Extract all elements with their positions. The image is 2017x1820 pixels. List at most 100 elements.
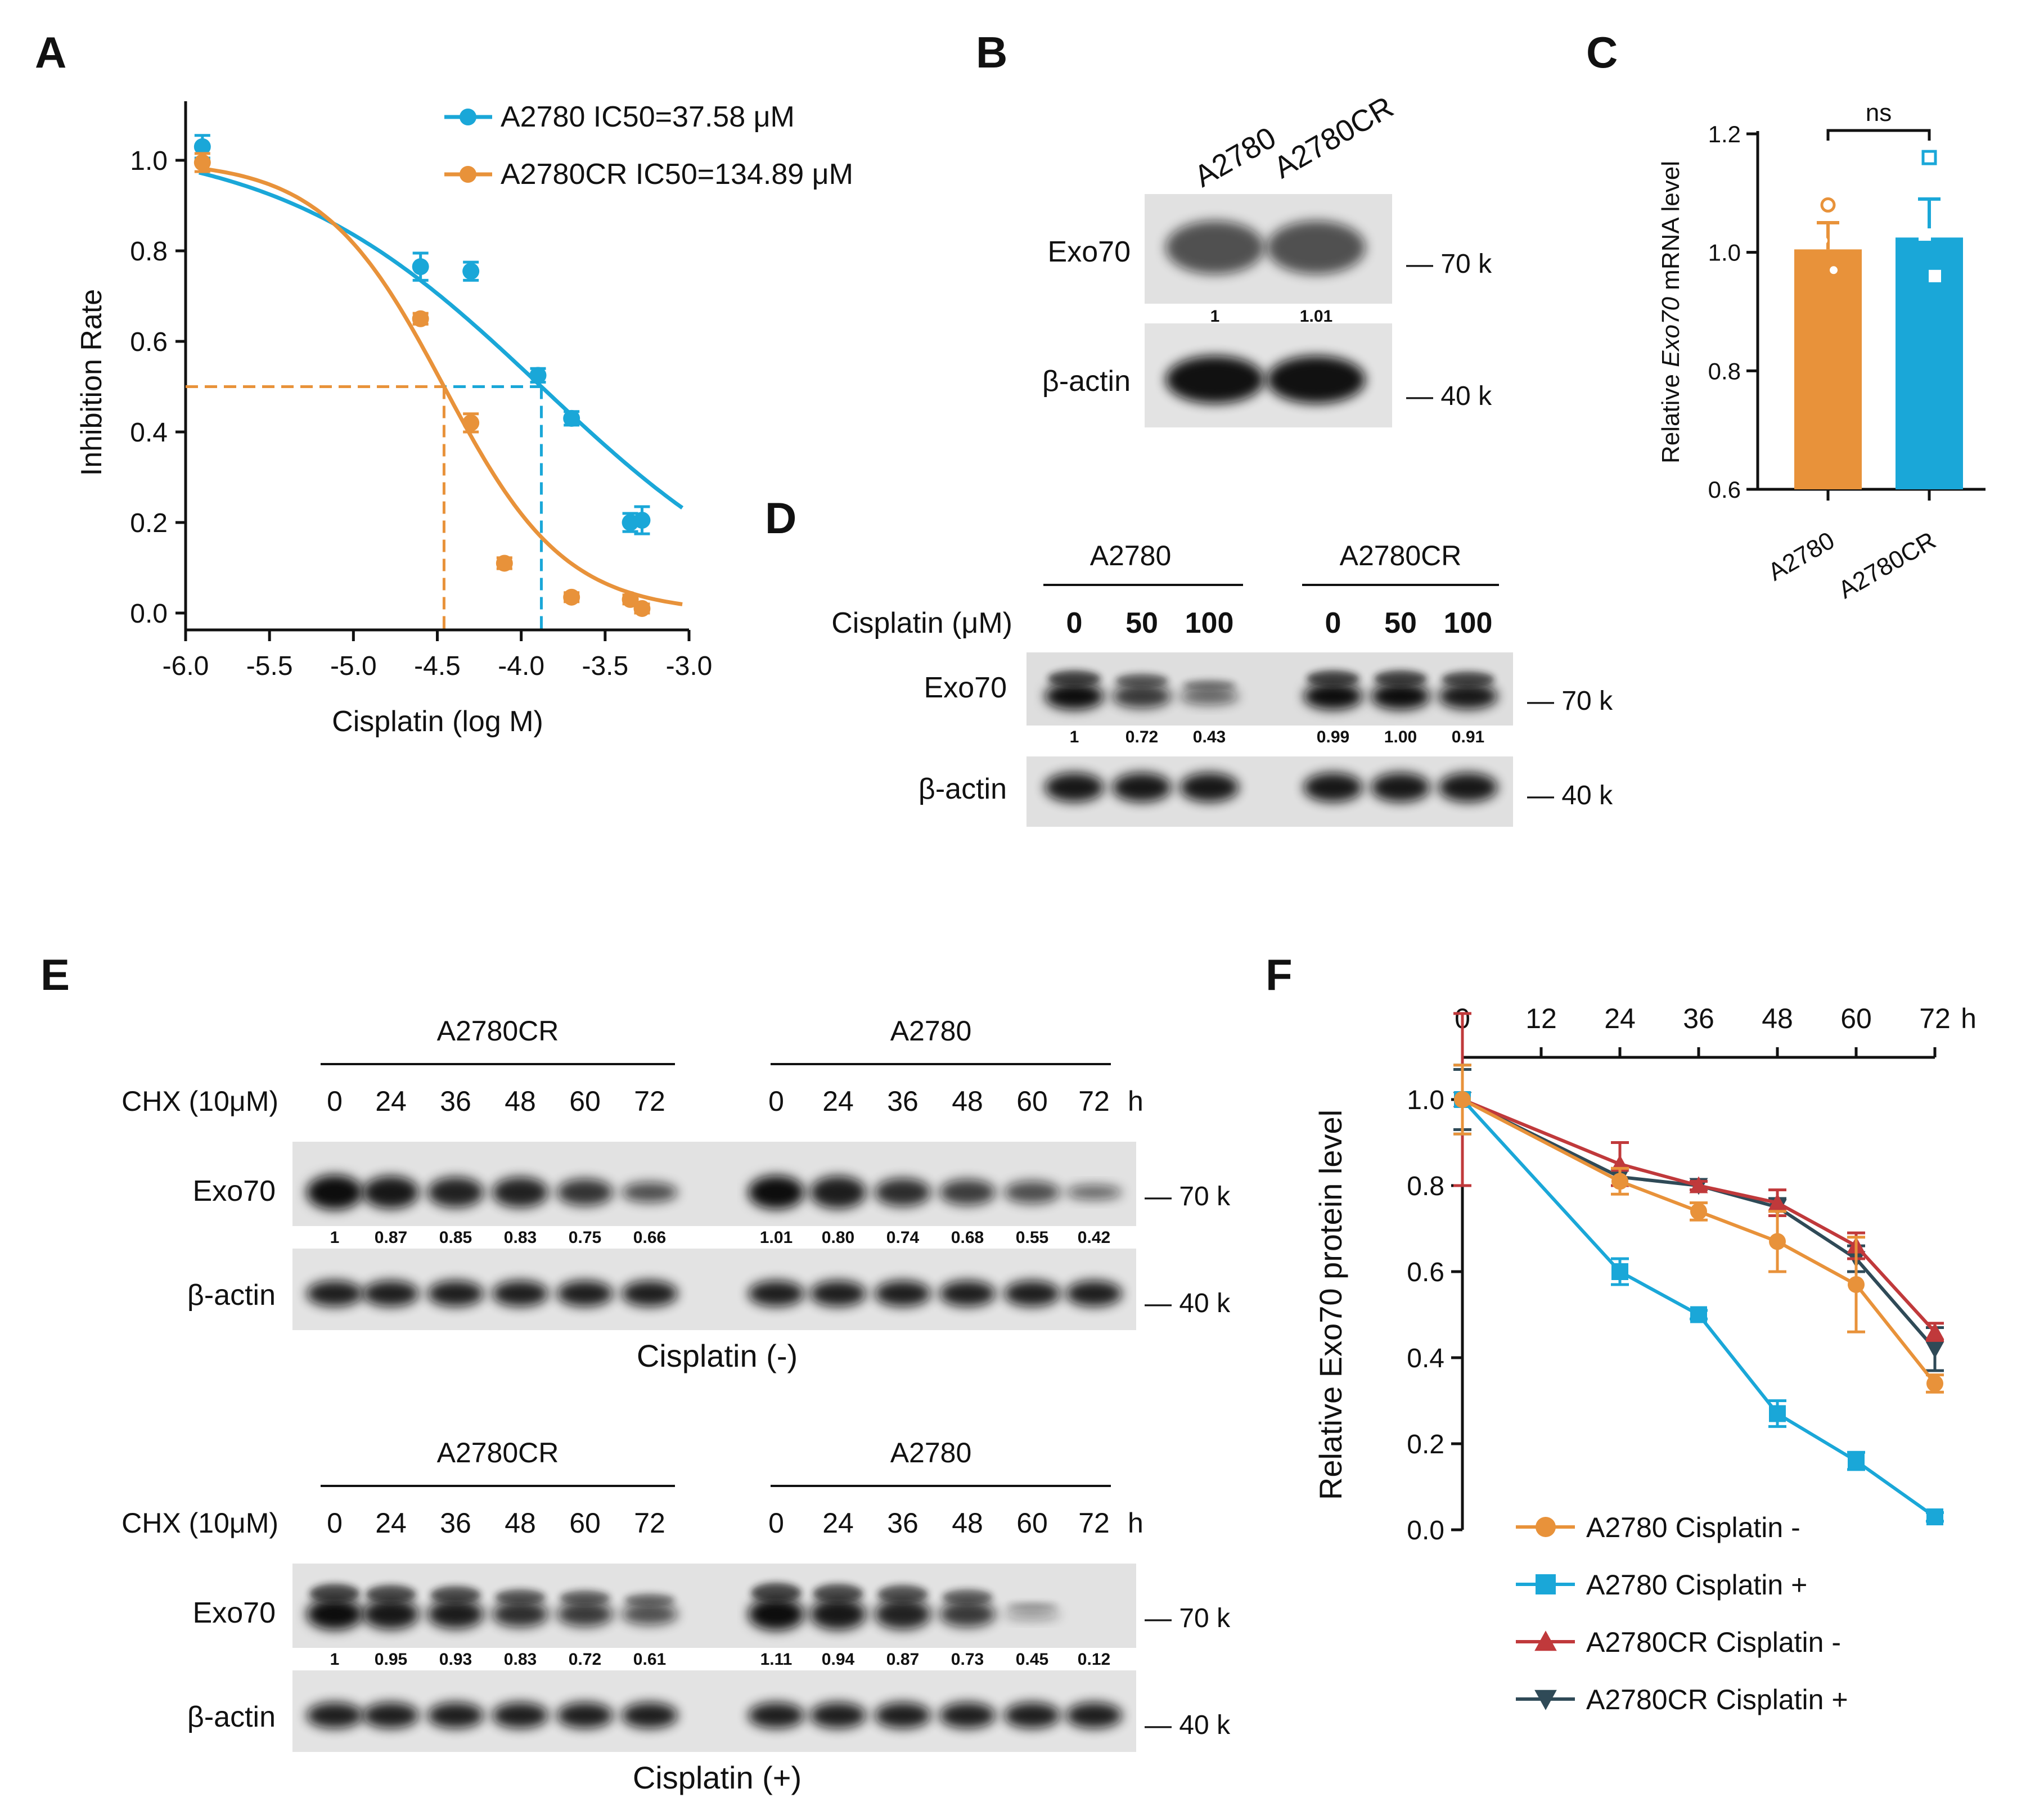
band-exo70-upper (877, 1585, 928, 1604)
band-quant: 0.43 (1193, 728, 1226, 746)
time-label: 0 (768, 1507, 784, 1539)
band-actin (939, 1702, 996, 1728)
band-actin (492, 1702, 548, 1728)
panel-a-dose-response-chart: 0.0 0.2 0.4 0.6 0.8 1.0 -6.0 -5.5 -5.0 -4.5 -4.0 -3… (75, 101, 853, 738)
band-actin (1303, 773, 1363, 802)
band-exo70 (1371, 683, 1430, 710)
fit-curve-a2780cr (199, 166, 683, 606)
data-point-a2780 (193, 138, 211, 155)
time-label: 72 (634, 1085, 665, 1117)
band-exo70 (557, 1602, 613, 1627)
mw-marker: — 40 k (1527, 781, 1613, 810)
band-quant: 1.01 (760, 1228, 793, 1247)
band-quant: 1 (330, 1650, 340, 1669)
band-quant: 0.68 (951, 1228, 984, 1247)
time-label: 0 (327, 1085, 343, 1117)
group-label: A2780 (1090, 540, 1172, 571)
band-exo70 (810, 1598, 866, 1630)
panel-label-d: D (765, 493, 796, 543)
band-quant: 0.75 (569, 1228, 601, 1247)
panel-f-time-course-chart: 0122436486072h0.00.20.40.60.81.0Relative… (1313, 1003, 1977, 1715)
y-tick-label: 0.8 (1407, 1172, 1444, 1201)
band-exo70-upper (942, 1589, 993, 1606)
y-tick-label: 0.4 (1407, 1344, 1444, 1373)
band-actin (622, 1281, 678, 1307)
replicate-point (1921, 150, 1937, 165)
band-exo70 (622, 1603, 678, 1625)
band-quant: 0.45 (1016, 1650, 1048, 1669)
data-point-a2780cr (193, 154, 211, 172)
row-label: Exo70 (193, 1175, 276, 1208)
dose-label: 50 (1384, 607, 1417, 639)
band-actin (1112, 773, 1172, 802)
treatment-label: Cisplatin (μM) (831, 607, 1012, 639)
y-tick-label: 1.2 (1708, 121, 1741, 147)
band-actin (875, 1702, 931, 1728)
legend-label: A2780 Cisplatin + (1586, 1569, 1807, 1601)
band-actin (748, 1702, 804, 1728)
y-tick-label: 0.0 (130, 599, 168, 629)
lane-label: A2780CR (1268, 90, 1399, 185)
time-label: 0 (768, 1085, 784, 1117)
band-actin (1004, 1281, 1060, 1307)
band-exo70-upper (560, 1590, 610, 1606)
row-label: β-actin (1042, 365, 1131, 398)
data-point-a2780 (633, 511, 651, 529)
band-quant: 0.61 (633, 1650, 666, 1669)
condition-caption: Cisplatin (-) (637, 1338, 798, 1373)
band-exo70 (810, 1176, 866, 1209)
data-point-a2780cr (633, 600, 651, 617)
series-line-a2780cr_neg (1461, 1098, 1937, 1334)
band-exo70 (748, 1175, 804, 1209)
y-axis-label-part: mRNA level (1657, 161, 1685, 297)
data-point-a2780 (563, 409, 580, 427)
data-point-a2780_neg (1926, 1375, 1943, 1392)
group-label: A2780CR (437, 1437, 559, 1468)
band-exo70 (1165, 220, 1264, 274)
x-tick-label: 60 (1840, 1003, 1872, 1034)
y-tick-label: 0.4 (130, 418, 168, 448)
y-tick-label: 1.0 (1708, 240, 1741, 266)
band-quant: 0.85 (439, 1228, 472, 1247)
y-axis-label-part: Exo70 (1657, 297, 1685, 367)
band-quant: 0.74 (886, 1228, 920, 1247)
x-tick-label: -5.0 (330, 651, 377, 681)
band-exo70 (748, 1598, 804, 1630)
panel-c-bar-chart: 0.6 0.8 1.0 1.2 Relative Exo70 mRNA level A27… (1657, 99, 1986, 604)
band-quant: 0.99 (1317, 728, 1349, 746)
band-exo70-upper (751, 1583, 802, 1603)
panel-d-western-blot: A2780 A2780CR Cisplatin (μM) 0 50 100 0 50 100 1 0… (831, 540, 1613, 827)
band-actin (307, 1281, 363, 1307)
band-exo70 (939, 1601, 996, 1627)
band-quant: 1.11 (760, 1650, 793, 1669)
panel-label-c: C (1586, 28, 1618, 77)
data-point-a2780_neg (1454, 1091, 1471, 1108)
data-point-a2780_neg (1690, 1202, 1707, 1220)
time-label: 36 (887, 1507, 919, 1539)
x-tick-label: -4.5 (414, 651, 461, 681)
replicate-point (1929, 269, 1941, 282)
band-quant: 0.42 (1078, 1228, 1110, 1247)
mw-marker: — 40 k (1145, 1710, 1231, 1740)
time-label: 48 (505, 1507, 536, 1539)
panel-label-e: E (40, 950, 70, 999)
band-exo70 (307, 1175, 363, 1210)
group-label: A2780CR (437, 1015, 559, 1047)
time-label: 60 (569, 1085, 601, 1117)
group-label: A2780CR (1340, 540, 1462, 571)
data-point-a2780cr_neg (1768, 1193, 1787, 1211)
group-label: A2780 (890, 1437, 972, 1468)
blot-membrane-exo70 (292, 1142, 1136, 1226)
legend-marker (460, 109, 476, 125)
treatment-label: CHX (10μM) (121, 1507, 278, 1539)
data-point-a2780_neg (1769, 1233, 1786, 1250)
band-exo70-upper (309, 1584, 360, 1604)
x-tick-label: -6.0 (163, 651, 209, 681)
mw-marker: — 40 k (1406, 381, 1492, 411)
time-label: 72 (634, 1507, 665, 1539)
band-actin (748, 1281, 804, 1307)
x-tick-label: -4.0 (498, 651, 544, 681)
legend-label: A2780 Cisplatin - (1586, 1512, 1800, 1543)
